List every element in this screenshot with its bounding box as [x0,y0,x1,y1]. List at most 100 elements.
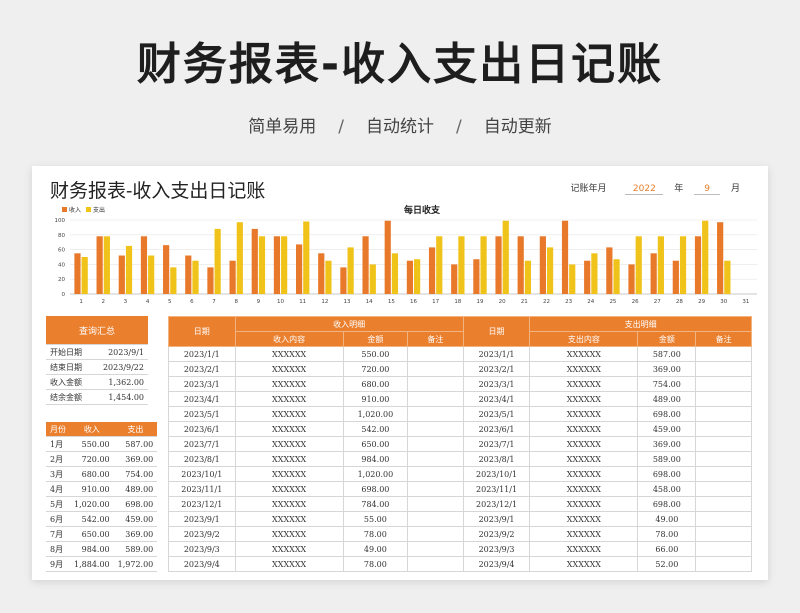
month-cell[interactable]: 1月 [46,436,70,452]
income-content-cell[interactable]: XXXXXX [234,451,344,467]
summary-value[interactable]: 2023/9/22 [91,359,148,375]
income-note-cell[interactable] [407,376,464,392]
year-input[interactable]: 2022 [625,184,664,195]
income-note-cell[interactable] [407,391,464,407]
income-content-cell[interactable]: XXXXXX [234,361,344,377]
month-expense-cell[interactable]: 369.00 [113,451,158,467]
month-income-cell[interactable]: 680.00 [70,466,114,482]
income-date-cell[interactable]: 2023/9/1 [168,511,236,527]
expense-date-cell[interactable]: 2023/10/1 [462,466,531,482]
expense-amount-cell[interactable]: 66.00 [637,541,697,557]
income-date-cell[interactable]: 2023/11/1 [168,481,236,497]
income-amount-cell[interactable]: 698.00 [342,481,409,497]
income-content-cell[interactable]: XXXXXX [234,541,344,557]
income-date-cell[interactable]: 2023/6/1 [168,421,236,437]
expense-note-cell[interactable] [695,481,752,497]
expense-amount-cell[interactable]: 369.00 [637,436,697,452]
expense-note-cell[interactable] [695,406,752,422]
expense-amount-cell[interactable]: 489.00 [637,391,697,407]
income-date-cell[interactable]: 2023/3/1 [168,376,236,392]
expense-content-cell[interactable]: XXXXXX [529,511,639,527]
summary-label[interactable]: 收入金额 [46,374,92,390]
expense-date-cell[interactable]: 2023/12/1 [462,496,531,512]
month-expense-cell[interactable]: 754.00 [113,466,158,482]
expense-date-cell[interactable]: 2023/7/1 [462,436,531,452]
month-cell[interactable]: 4月 [46,481,70,497]
expense-date-cell[interactable]: 2023/4/1 [462,391,531,407]
income-note-cell[interactable] [407,481,464,497]
income-content-cell[interactable]: XXXXXX [234,511,344,527]
income-content-cell[interactable]: XXXXXX [234,481,344,497]
income-amount-cell[interactable]: 78.00 [342,556,409,572]
expense-note-cell[interactable] [695,436,752,452]
expense-content-cell[interactable]: XXXXXX [529,541,639,557]
expense-date-cell[interactable]: 2023/11/1 [462,481,531,497]
expense-date-cell[interactable]: 2023/8/1 [462,451,531,467]
expense-note-cell[interactable] [695,421,752,437]
expense-date-cell[interactable]: 2023/9/1 [462,511,531,527]
income-amount-cell[interactable]: 542.00 [342,421,409,437]
expense-note-cell[interactable] [695,511,752,527]
income-amount-cell[interactable]: 650.00 [342,436,409,452]
income-note-cell[interactable] [407,496,464,512]
month-cell[interactable]: 9月 [46,556,70,572]
expense-amount-cell[interactable]: 49.00 [637,511,697,527]
month-expense-cell[interactable]: 698.00 [113,496,158,512]
income-content-cell[interactable]: XXXXXX [234,466,344,482]
expense-amount-cell[interactable]: 698.00 [637,406,697,422]
expense-note-cell[interactable] [695,541,752,557]
summary-value[interactable]: 1,454.00 [91,389,148,405]
month-cell[interactable]: 5月 [46,496,70,512]
month-income-cell[interactable]: 910.00 [70,481,114,497]
month-expense-cell[interactable]: 587.00 [113,436,158,452]
income-date-cell[interactable]: 2023/12/1 [168,496,236,512]
month-cell[interactable]: 7月 [46,526,70,542]
summary-value[interactable]: 2023/9/1 [91,344,148,360]
income-amount-cell[interactable]: 49.00 [342,541,409,557]
expense-date-cell[interactable]: 2023/3/1 [462,376,531,392]
expense-amount-cell[interactable]: 458.00 [637,481,697,497]
income-note-cell[interactable] [407,511,464,527]
month-expense-cell[interactable]: 459.00 [113,511,158,527]
income-date-cell[interactable]: 2023/5/1 [168,406,236,422]
expense-amount-cell[interactable]: 698.00 [637,496,697,512]
income-date-cell[interactable]: 2023/9/3 [168,541,236,557]
income-date-cell[interactable]: 2023/2/1 [168,361,236,377]
income-date-cell[interactable]: 2023/7/1 [168,436,236,452]
expense-date-cell[interactable]: 2023/9/3 [462,541,531,557]
income-amount-cell[interactable]: 550.00 [342,346,409,362]
expense-content-cell[interactable]: XXXXXX [529,496,639,512]
expense-amount-cell[interactable]: 369.00 [637,361,697,377]
income-note-cell[interactable] [407,556,464,572]
month-income-cell[interactable]: 650.00 [70,526,114,542]
expense-note-cell[interactable] [695,361,752,377]
income-amount-cell[interactable]: 910.00 [342,391,409,407]
expense-content-cell[interactable]: XXXXXX [529,376,639,392]
expense-date-cell[interactable]: 2023/9/4 [462,556,531,572]
income-amount-cell[interactable]: 55.00 [342,511,409,527]
expense-date-cell[interactable]: 2023/9/2 [462,526,531,542]
expense-note-cell[interactable] [695,346,752,362]
expense-content-cell[interactable]: XXXXXX [529,391,639,407]
month-expense-cell[interactable]: 589.00 [113,541,158,557]
income-content-cell[interactable]: XXXXXX [234,526,344,542]
expense-note-cell[interactable] [695,451,752,467]
income-content-cell[interactable]: XXXXXX [234,436,344,452]
expense-content-cell[interactable]: XXXXXX [529,346,639,362]
expense-note-cell[interactable] [695,376,752,392]
month-income-cell[interactable]: 1,884.00 [70,556,114,572]
summary-label[interactable]: 开始日期 [46,344,92,360]
expense-amount-cell[interactable]: 589.00 [637,451,697,467]
expense-date-cell[interactable]: 2023/2/1 [462,361,531,377]
month-income-cell[interactable]: 542.00 [70,511,114,527]
month-expense-cell[interactable]: 369.00 [113,526,158,542]
expense-content-cell[interactable]: XXXXXX [529,466,639,482]
income-amount-cell[interactable]: 984.00 [342,451,409,467]
income-note-cell[interactable] [407,421,464,437]
summary-label[interactable]: 结余金额 [46,389,92,405]
income-content-cell[interactable]: XXXXXX [234,346,344,362]
expense-date-cell[interactable]: 2023/6/1 [462,421,531,437]
expense-note-cell[interactable] [695,466,752,482]
expense-amount-cell[interactable]: 698.00 [637,466,697,482]
income-note-cell[interactable] [407,541,464,557]
